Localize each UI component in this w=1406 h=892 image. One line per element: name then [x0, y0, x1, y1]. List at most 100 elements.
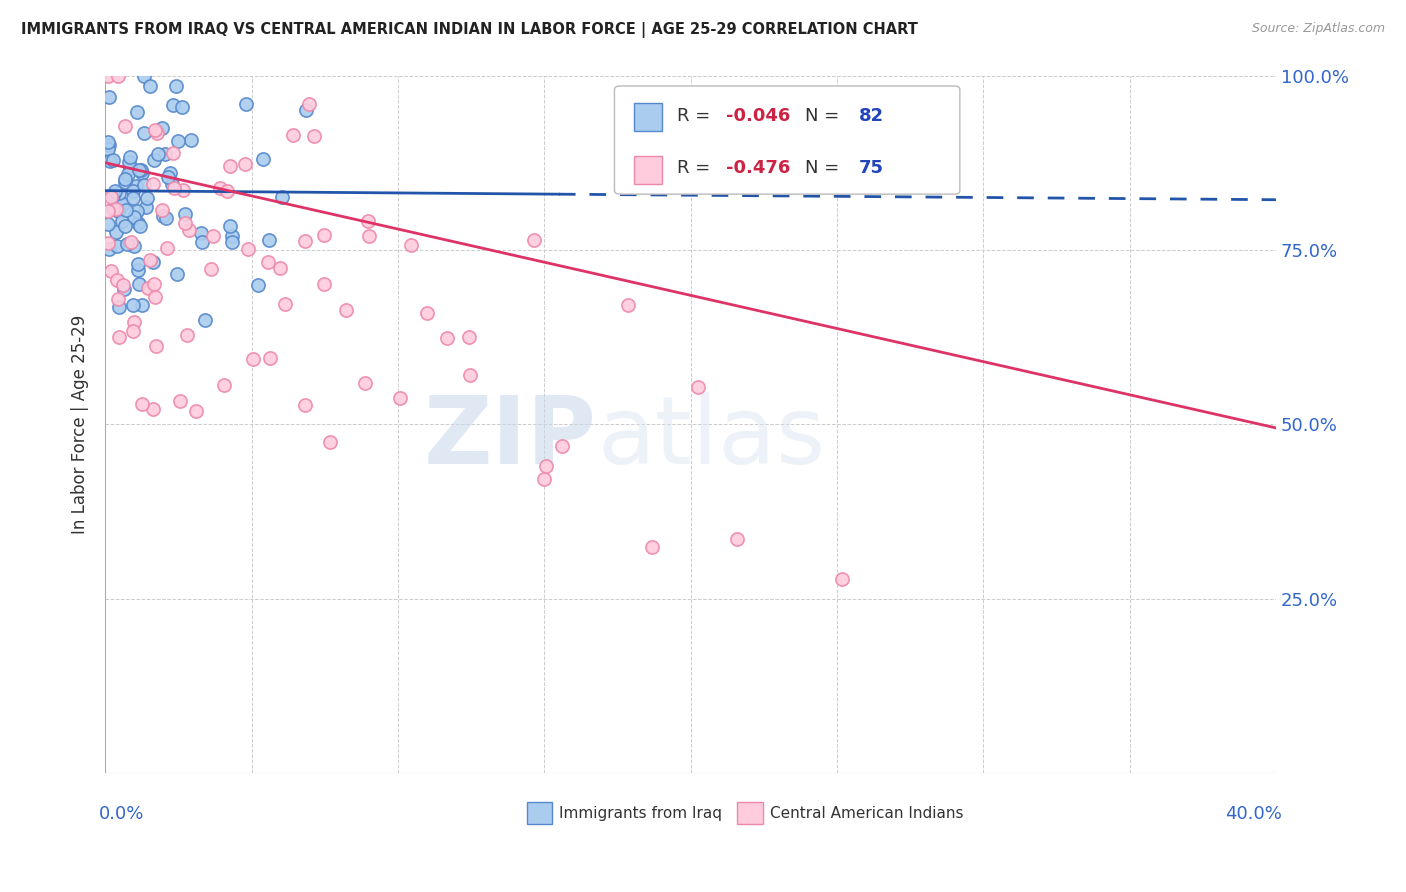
Point: [97, 242, 120, 256]
Point: [114, 176, 136, 190]
Point: [176, 327, 198, 342]
Point: [457, 330, 479, 344]
Point: [169, 394, 191, 409]
Point: [236, 243, 259, 257]
Point: [122, 211, 145, 225]
Point: [101, 153, 124, 168]
FancyBboxPatch shape: [634, 103, 662, 131]
Point: [641, 540, 664, 554]
Point: [114, 219, 136, 233]
Point: [270, 190, 292, 204]
Text: atlas: atlas: [598, 392, 825, 484]
Point: [388, 391, 411, 405]
Point: [128, 277, 150, 291]
Point: [127, 263, 149, 277]
Point: [104, 184, 127, 198]
Point: [112, 278, 135, 293]
Y-axis label: In Labor Force | Age 25-29: In Labor Force | Age 25-29: [72, 315, 89, 534]
Point: [101, 202, 124, 216]
Point: [295, 103, 318, 117]
Point: [127, 256, 149, 270]
Point: [725, 532, 748, 546]
Point: [191, 235, 214, 249]
Point: [117, 167, 139, 181]
Point: [138, 281, 160, 295]
FancyBboxPatch shape: [527, 802, 553, 824]
Point: [162, 98, 184, 112]
Point: [121, 325, 143, 339]
Point: [98, 138, 121, 153]
Point: [617, 297, 640, 311]
Point: [167, 134, 190, 148]
Point: [458, 368, 481, 382]
Point: [139, 253, 162, 268]
Text: Source: ZipAtlas.com: Source: ZipAtlas.com: [1251, 22, 1385, 36]
Text: R =: R =: [676, 160, 716, 178]
Point: [97, 235, 120, 250]
Point: [686, 380, 709, 394]
Text: 0.0%: 0.0%: [100, 805, 145, 822]
Point: [219, 219, 242, 233]
Point: [221, 235, 243, 249]
Point: [177, 222, 200, 236]
Point: [131, 397, 153, 411]
Point: [136, 191, 159, 205]
Point: [281, 128, 304, 142]
Point: [122, 298, 145, 312]
Point: [146, 126, 169, 140]
Point: [125, 204, 148, 219]
Point: [533, 472, 555, 486]
Text: Immigrants from Iraq: Immigrants from Iraq: [560, 805, 723, 821]
Point: [107, 69, 129, 83]
Point: [125, 104, 148, 119]
Point: [104, 225, 127, 239]
Text: Central American Indians: Central American Indians: [770, 805, 963, 821]
Point: [172, 183, 194, 197]
Point: [274, 297, 297, 311]
Point: [127, 216, 149, 230]
Text: 40.0%: 40.0%: [1225, 805, 1282, 822]
Point: [221, 229, 243, 244]
Point: [194, 313, 217, 327]
Point: [122, 315, 145, 329]
Point: [122, 185, 145, 199]
Point: [108, 300, 131, 314]
Point: [831, 573, 853, 587]
Point: [174, 207, 197, 221]
Point: [156, 170, 179, 185]
Point: [219, 159, 242, 173]
Point: [354, 376, 377, 391]
Point: [105, 273, 128, 287]
Point: [97, 203, 120, 218]
Point: [112, 197, 135, 211]
Point: [356, 214, 378, 228]
Point: [145, 339, 167, 353]
Point: [122, 191, 145, 205]
Point: [190, 226, 212, 240]
Point: [208, 181, 231, 195]
Point: [160, 177, 183, 191]
Point: [124, 179, 146, 194]
Text: N =: N =: [806, 160, 845, 178]
Text: 75: 75: [859, 160, 884, 178]
Point: [534, 459, 557, 474]
Point: [215, 185, 238, 199]
Point: [180, 133, 202, 147]
Point: [142, 402, 165, 417]
Point: [105, 239, 128, 253]
Point: [359, 228, 381, 243]
Point: [242, 352, 264, 367]
Point: [172, 99, 194, 113]
Point: [212, 378, 235, 392]
Point: [115, 202, 138, 217]
Point: [101, 188, 124, 202]
Point: [252, 152, 274, 166]
Point: [233, 157, 256, 171]
Point: [111, 214, 134, 228]
Point: [165, 78, 187, 93]
Point: [247, 277, 270, 292]
Point: [108, 330, 131, 344]
Point: [436, 330, 458, 344]
Text: -0.476: -0.476: [725, 160, 790, 178]
Point: [108, 186, 131, 200]
